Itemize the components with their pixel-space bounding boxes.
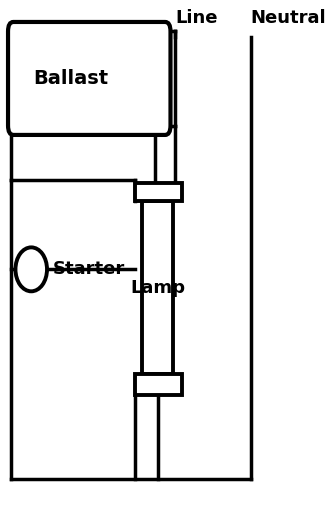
Text: Starter: Starter [53,260,125,278]
Bar [135,183,182,201]
Bar [142,201,173,374]
Ellipse shape [16,247,47,291]
FancyBboxPatch shape [8,22,171,135]
Text: Neutral: Neutral [250,9,326,27]
Text: Ballast: Ballast [34,69,109,88]
Bar [135,374,182,395]
Text: Line: Line [176,9,218,27]
Text: Lamp: Lamp [130,279,185,297]
